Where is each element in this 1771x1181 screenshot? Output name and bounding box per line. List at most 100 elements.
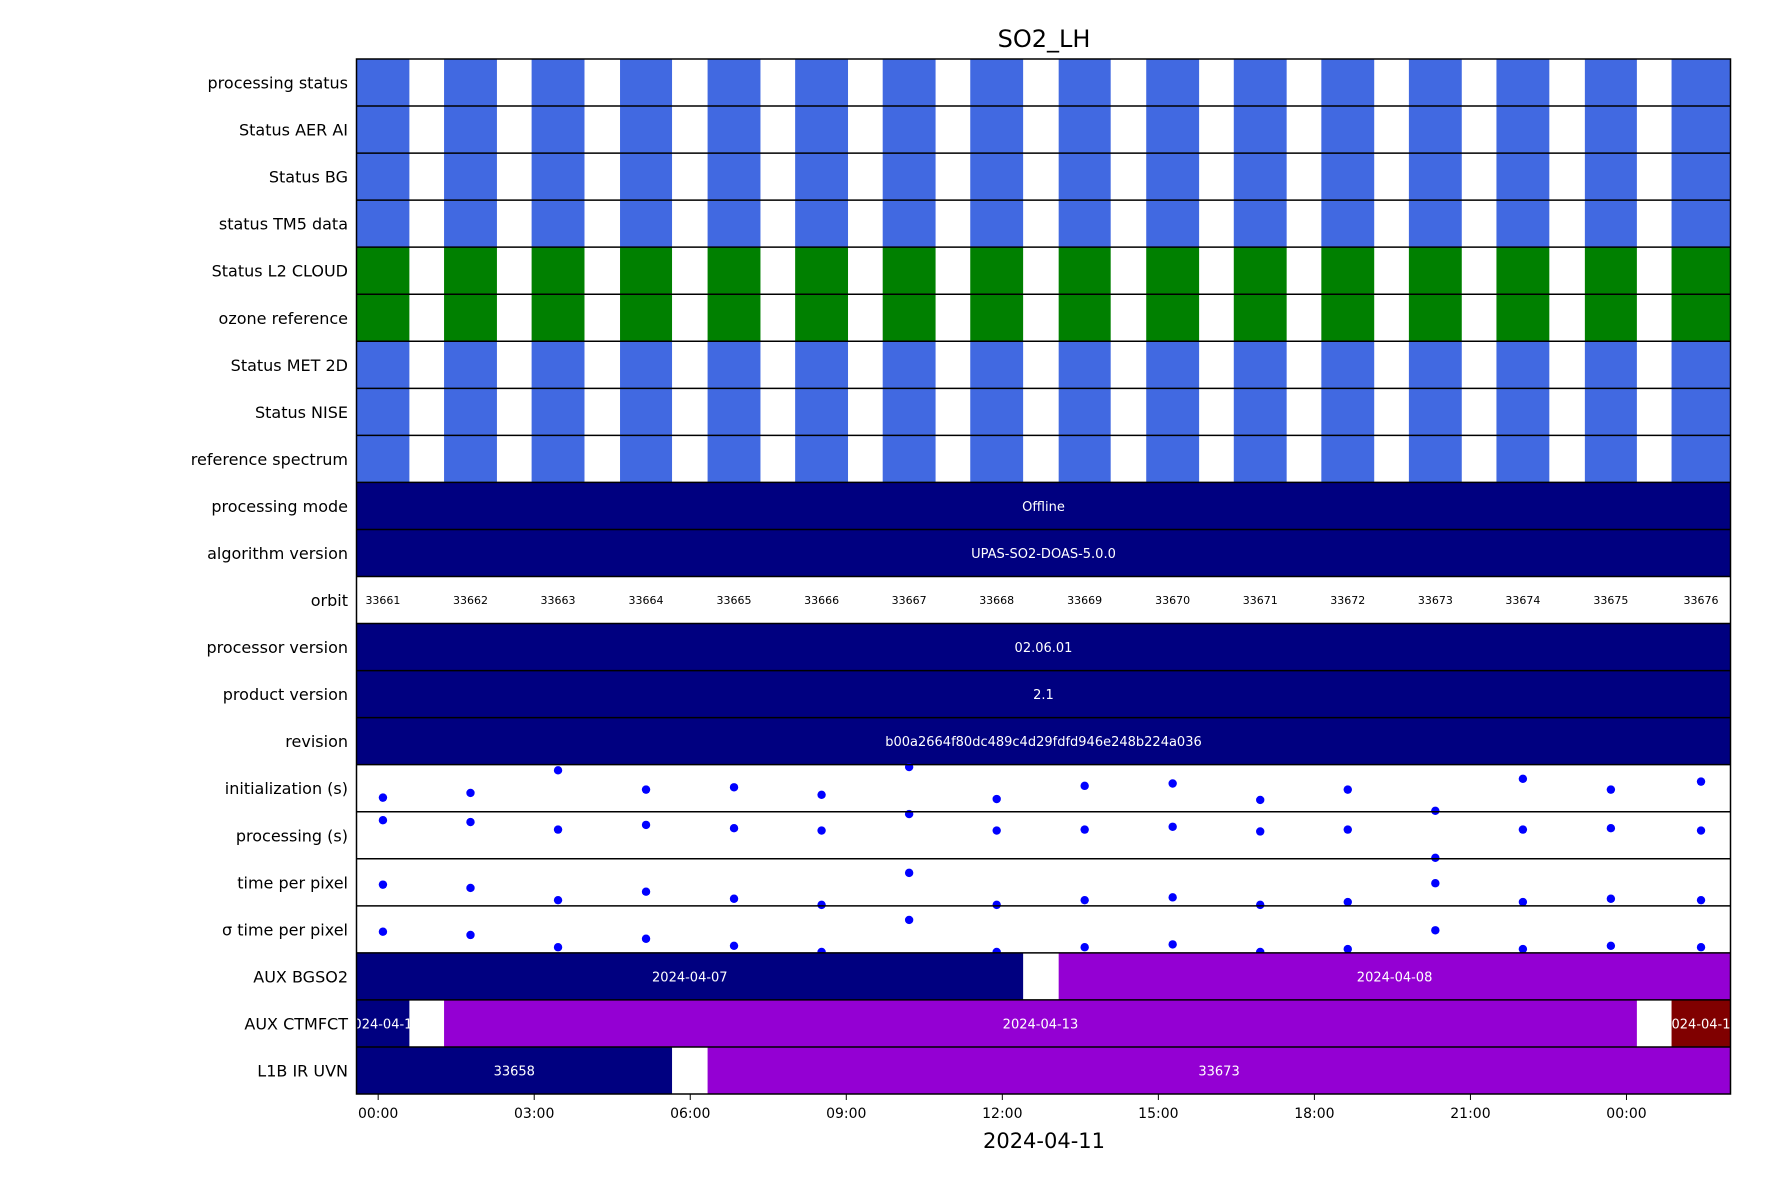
scatter-point <box>1431 806 1440 815</box>
scatter-point <box>1343 897 1352 907</box>
scatter-point <box>1168 822 1177 831</box>
scatter-point <box>641 820 651 830</box>
status-bar <box>444 388 497 436</box>
status-bar <box>1496 388 1550 436</box>
status-bar <box>1408 435 1462 483</box>
scatter-point <box>1080 943 1089 952</box>
chart-title: SO2_LH <box>998 25 1091 53</box>
status-bar <box>1671 153 1731 201</box>
status-bar <box>1584 200 1637 248</box>
scatter-point <box>1518 825 1528 834</box>
status-bar <box>1233 153 1287 201</box>
status-bar <box>1408 247 1462 295</box>
segment-bar <box>1671 999 1731 1047</box>
status-bar <box>444 341 497 389</box>
status-bar <box>356 435 410 483</box>
status-bar <box>444 435 497 483</box>
orbit-number: 33666 <box>804 594 839 607</box>
status-bar <box>1058 59 1111 107</box>
row-label: processing (s) <box>236 826 348 845</box>
span-bar <box>356 670 1731 718</box>
scatter-point <box>1606 941 1616 951</box>
orbit-number: 33671 <box>1243 594 1278 607</box>
status-bar <box>1233 59 1287 107</box>
status-bar <box>1408 341 1462 389</box>
scatter-point <box>466 788 475 798</box>
scatter-point <box>729 894 739 903</box>
status-bar <box>1584 59 1637 107</box>
status-bar <box>1321 388 1375 436</box>
orbit-number: 33661 <box>365 594 400 607</box>
status-bar <box>1496 247 1550 295</box>
status-bar <box>1146 435 1200 483</box>
x-tick-label: 12:00 <box>982 1106 1022 1122</box>
status-bar <box>1321 59 1375 107</box>
status-bar <box>1408 294 1462 342</box>
scatter-point <box>641 934 651 943</box>
status-bar <box>1584 153 1637 201</box>
span-label: 2.1 <box>1033 688 1054 703</box>
status-bar <box>1233 200 1287 248</box>
status-bar <box>1058 294 1111 342</box>
status-bar <box>707 106 761 154</box>
scatter-point <box>1431 879 1440 888</box>
status-bar <box>882 200 936 248</box>
status-bar <box>620 294 673 342</box>
status-bar <box>707 341 761 389</box>
segment-bar <box>356 952 1024 1000</box>
status-bar <box>707 153 761 201</box>
status-bar <box>444 59 497 107</box>
segment-label: 33658 <box>494 1064 535 1079</box>
row-label: processing status <box>208 74 348 93</box>
status-bar <box>1496 294 1550 342</box>
scatter-point <box>817 900 826 910</box>
x-tick-label: 00:00 <box>358 1106 398 1122</box>
status-bar <box>1496 341 1550 389</box>
scatter-point <box>1256 795 1265 805</box>
status-bar <box>356 341 410 389</box>
row-label: Status L2 CLOUD <box>212 262 348 281</box>
x-tick-label: 09:00 <box>826 1106 866 1122</box>
status-bar <box>1408 59 1462 107</box>
status-bar <box>1233 388 1287 436</box>
x-tick-label: 03:00 <box>514 1106 554 1122</box>
status-bar <box>1408 200 1462 248</box>
status-bar <box>882 435 936 483</box>
row-label: status TM5 data <box>219 215 348 234</box>
scatter-point <box>817 826 826 835</box>
scatter-point <box>1696 826 1706 835</box>
status-bar <box>356 247 410 295</box>
status-bar <box>1146 341 1200 389</box>
status-bar <box>531 59 585 107</box>
scatter-point <box>1343 785 1352 794</box>
row-label: σ time per pixel <box>222 920 348 939</box>
status-bar <box>882 388 936 436</box>
span-label: 02.06.01 <box>1015 641 1073 656</box>
status-bar <box>707 435 761 483</box>
scatter-point <box>1696 777 1706 786</box>
status-bar <box>707 247 761 295</box>
x-tick-label: 06:00 <box>670 1106 710 1122</box>
orbit-number: 33672 <box>1330 594 1365 607</box>
status-bar <box>1233 294 1287 342</box>
orbit-number: 33667 <box>892 594 927 607</box>
span-bar <box>356 482 1731 530</box>
status-bar <box>531 341 585 389</box>
status-bar <box>1671 59 1731 107</box>
status-bar <box>1496 200 1550 248</box>
segment-label: 2024-04-07 <box>652 970 728 985</box>
status-bar <box>970 59 1024 107</box>
status-bar <box>531 247 585 295</box>
status-bar <box>882 294 936 342</box>
status-bar <box>1496 59 1550 107</box>
x-tick-label: 15:00 <box>1138 1106 1178 1122</box>
scatter-point <box>378 927 388 936</box>
span-bar <box>356 717 1731 765</box>
status-bar <box>1058 106 1111 154</box>
status-bar <box>1408 153 1462 201</box>
status-bar <box>707 59 761 107</box>
scatter-point <box>378 793 388 802</box>
status-bar <box>795 388 849 436</box>
status-bar <box>531 294 585 342</box>
